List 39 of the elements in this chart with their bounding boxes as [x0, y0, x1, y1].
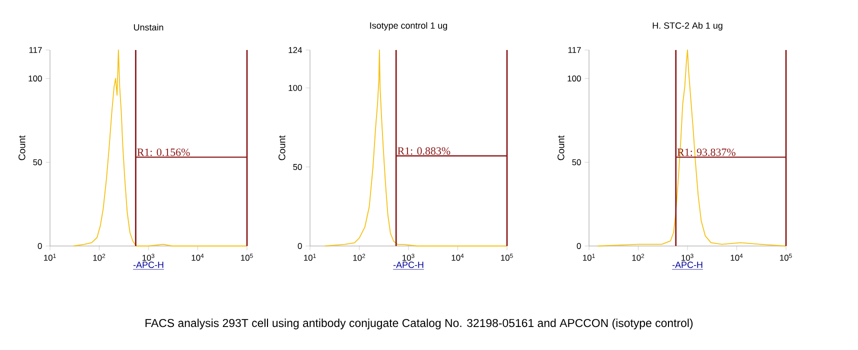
x-tick-label: 10$^{3}$ [142, 254, 154, 261]
y-tick-label: 117 [568, 47, 581, 53]
x-tick-label: 10$^{4}$ [192, 254, 204, 261]
y-tick-label: 100 [288, 84, 302, 91]
y-tick-label: 100 [28, 75, 42, 82]
y-tick-label: 50 [33, 159, 42, 166]
y-tick-label: 0 [298, 243, 302, 249]
x-tick-label: 10$^{5}$ [241, 254, 253, 261]
x-tick-label: 10$^{1}$ [583, 254, 595, 261]
text: FACS analysis 293T cell using antibody conjugate Catalog No. 32198-05161 and APCCON (isotype control) [146, 318, 693, 330]
x-axis-title: -APC-H [672, 262, 702, 268]
x-tick-label: 10$^{3}$ [402, 254, 414, 261]
y-tick-label: 124 [288, 47, 302, 53]
x-tick-label: 10$^{5}$ [780, 254, 792, 261]
chart-title: H. STC-2 Ab 1 ug [652, 22, 722, 30]
y-tick-label: 100 [568, 75, 581, 82]
x-axis-title: -APC-H [393, 262, 424, 268]
y-tick-label: 50 [293, 164, 302, 170]
x-tick-label: 10$^{1}$ [304, 254, 316, 261]
x-tick-label: 10$^{2}$ [353, 254, 366, 261]
chart-title: Unstain [134, 24, 164, 31]
annotation: R1: 0.883% [398, 147, 450, 155]
y-axis-title: Count [558, 135, 564, 160]
annotation: R1: 0.156% [137, 148, 190, 156]
x-tick-label: 10$^{4}$ [452, 254, 464, 261]
y-axis-title: Count [18, 135, 26, 160]
x-axis-title: -APC-H [133, 262, 164, 268]
x-tick-label: 10$^{4}$ [730, 254, 743, 261]
x-tick-label: 10$^{3}$ [682, 254, 694, 261]
chart-title: Isotype control 1 ug [370, 22, 448, 30]
x-tick-label: 10$^{1}$ [44, 254, 56, 261]
x-tick-label: 10$^{2}$ [632, 254, 644, 261]
y-tick-label: 117 [29, 47, 42, 53]
x-tick-label: 10$^{2}$ [93, 254, 106, 261]
y-tick-label: 0 [576, 243, 581, 249]
y-tick-label: 50 [572, 159, 581, 166]
y-axis-title: Count [278, 135, 286, 160]
y-tick-label: 0 [38, 243, 42, 249]
x-tick-label: 10$^{5}$ [501, 254, 513, 261]
